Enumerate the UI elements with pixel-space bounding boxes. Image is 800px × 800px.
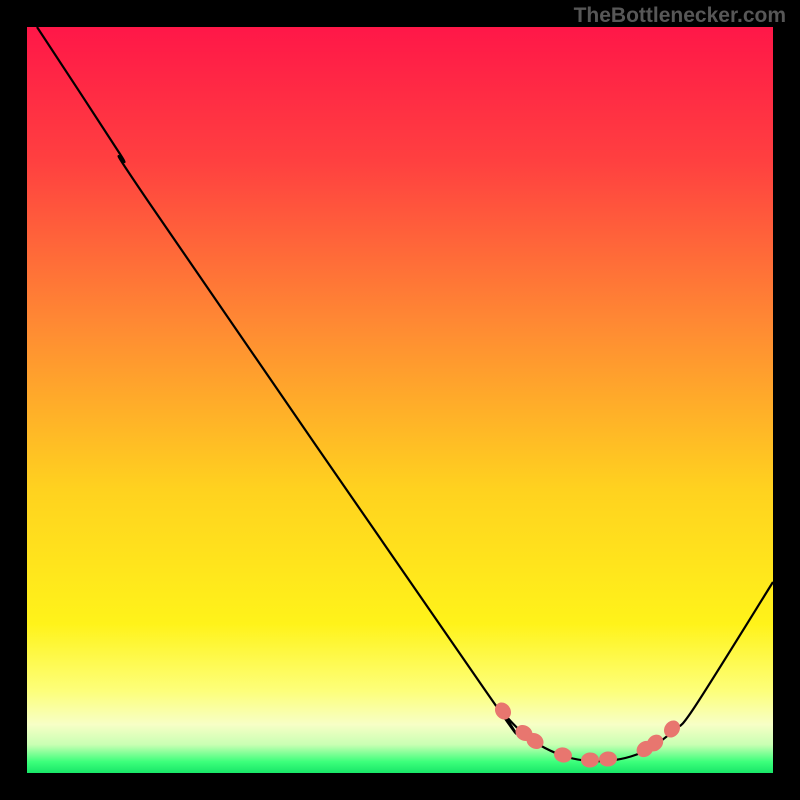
plot-gradient-background	[27, 27, 773, 773]
bottleneck-curve-chart	[0, 0, 800, 800]
